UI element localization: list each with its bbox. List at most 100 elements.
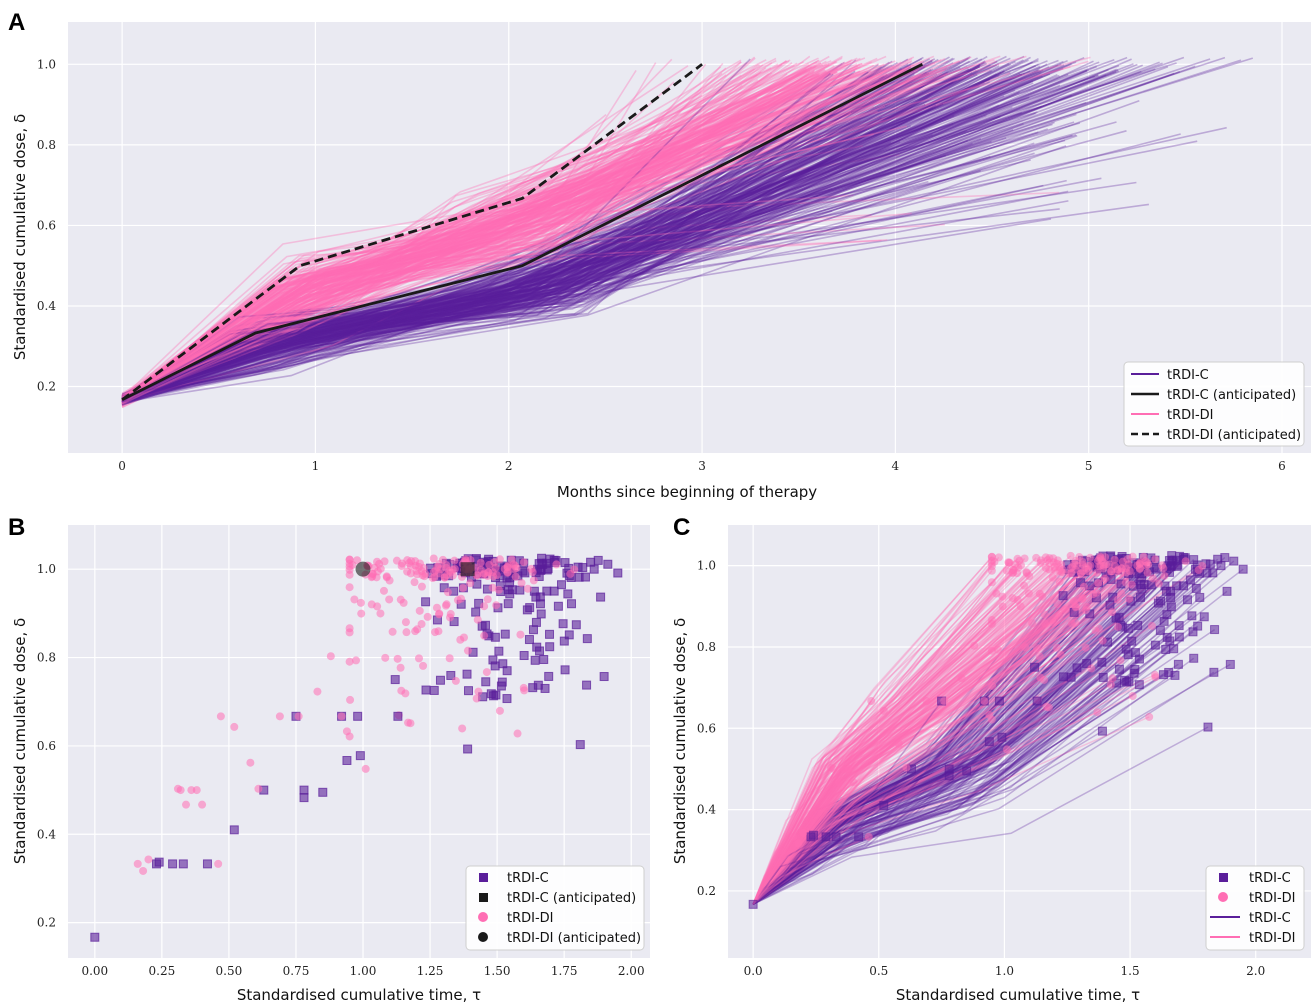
point-di <box>458 584 467 593</box>
y-tick-label: 0.4 <box>37 299 56 313</box>
trajectory-di <box>121 64 915 409</box>
trajectory-di <box>121 100 882 400</box>
trajectory-c <box>752 636 1180 905</box>
trajectory-di <box>121 104 865 399</box>
point-c <box>603 559 613 569</box>
panel-b-chart: 0.00 0.25 0.50 0.75 1.00 1.25 1.50 1.75 2.00 0.2 0… <box>11 525 650 1003</box>
point-c <box>1213 554 1223 564</box>
trajectory-c <box>121 69 1090 403</box>
point-di <box>844 764 853 773</box>
point-di <box>1041 619 1050 628</box>
trajectory-c <box>121 70 1005 400</box>
trajectory-di <box>752 623 1046 905</box>
trajectory-c <box>121 140 992 400</box>
trajectory-c <box>752 599 1188 905</box>
point-di <box>940 697 949 706</box>
trajectory-di <box>121 70 861 401</box>
trajectory-c <box>752 563 1138 905</box>
trajectory-c <box>752 620 1165 905</box>
trajectory-di <box>121 63 707 403</box>
trajectory-c <box>121 63 1039 404</box>
point-di <box>1008 569 1017 578</box>
trajectory-di <box>121 62 863 402</box>
point-c <box>1238 564 1248 574</box>
trajectory-c <box>121 57 970 400</box>
trajectory-c <box>121 59 1068 405</box>
trajectory-c <box>121 140 1198 400</box>
trajectory-c <box>752 836 837 905</box>
trajectory-c <box>752 628 1216 905</box>
point-di <box>345 583 354 592</box>
trajectory-di <box>752 700 928 905</box>
trajectory-c <box>121 73 1023 405</box>
point-di <box>1056 650 1065 659</box>
trajectory-c <box>121 56 950 404</box>
trajectory-c <box>121 75 1096 407</box>
x-tick-label: 0 <box>118 459 126 473</box>
trajectory-di <box>752 706 1050 905</box>
trajectory-c <box>121 63 879 401</box>
trajectory-c <box>752 573 1140 905</box>
trajectory-di <box>121 67 727 399</box>
trajectory-di <box>752 577 1054 905</box>
trajectory-c <box>752 596 1142 905</box>
trajectory-c <box>752 804 885 905</box>
point-di <box>566 569 575 578</box>
trajectory-di <box>752 743 900 905</box>
legend-label: tRDI-DI <box>1167 408 1214 423</box>
point-c <box>1058 591 1068 601</box>
point-di <box>1048 573 1057 582</box>
trajectory-c <box>752 671 1215 905</box>
point-di <box>1106 680 1115 689</box>
trajectory-c <box>121 134 1073 401</box>
trajectory-di <box>121 113 607 400</box>
point-di <box>1121 578 1130 587</box>
trajectory-di <box>752 562 1010 905</box>
trajectory-c <box>752 563 1141 905</box>
trajectory-di <box>121 59 742 406</box>
legend-label: tRDI-C <box>507 871 549 886</box>
legend-swatch-di <box>478 912 488 922</box>
trajectory-di <box>121 60 787 402</box>
trajectory-c <box>752 571 1074 905</box>
point-di <box>345 657 354 666</box>
trajectory-di <box>752 655 1041 905</box>
trajectory-di <box>121 72 883 401</box>
trajectory-c <box>752 566 1098 905</box>
trajectory-di <box>752 558 1100 905</box>
point-di <box>1016 602 1025 611</box>
trajectory-di <box>121 153 900 399</box>
panel-b-ticks: 0.00 0.25 0.50 0.75 1.00 1.25 1.50 1.75 2.00 0.2 0… <box>37 562 645 978</box>
trajectory-c <box>121 70 993 398</box>
trajectory-c <box>121 91 1020 398</box>
trajectory-c <box>752 595 1064 905</box>
point-di <box>1099 561 1108 570</box>
trajectory-di <box>121 72 943 401</box>
trajectory-di <box>121 69 991 401</box>
point-di <box>987 619 996 628</box>
trajectory-di <box>121 65 895 399</box>
trajectory-di <box>752 568 1088 905</box>
point-di <box>1151 555 1160 564</box>
point-c <box>471 607 481 617</box>
point-di <box>407 556 416 565</box>
point-c <box>342 755 352 765</box>
trajectory-c <box>752 557 1226 905</box>
point-c <box>496 681 506 691</box>
trajectory-c <box>121 60 933 403</box>
trajectory-c <box>121 71 869 398</box>
trajectory-di <box>121 121 782 403</box>
point-di <box>1002 745 1011 754</box>
point-di <box>552 560 561 569</box>
point-c <box>1173 560 1183 570</box>
trajectory-di <box>121 66 952 400</box>
trajectory-c <box>121 73 960 402</box>
trajectory-di <box>121 63 779 401</box>
point-c <box>984 737 994 747</box>
point-di <box>144 855 153 864</box>
trajectory-c <box>121 123 1024 401</box>
point-di <box>992 589 1001 598</box>
trajectory-c <box>752 640 1133 905</box>
trajectory-di <box>121 69 833 403</box>
point-di <box>393 654 402 663</box>
